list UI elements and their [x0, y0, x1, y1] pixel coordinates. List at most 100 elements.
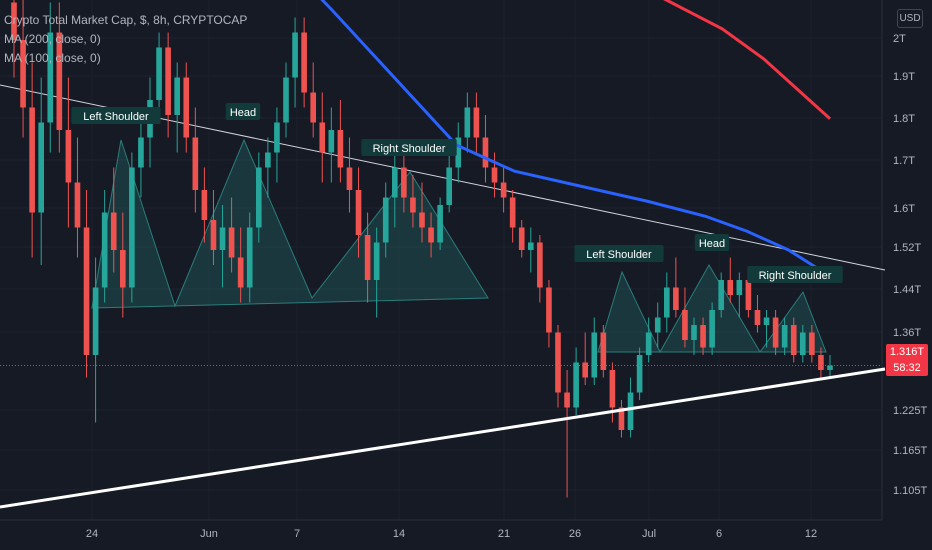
candle-body[interactable] [799, 332, 806, 356]
candle-body[interactable] [673, 287, 679, 311]
currency-label[interactable]: USD [897, 9, 923, 28]
candle-body[interactable] [65, 130, 72, 183]
candle-body[interactable] [600, 332, 607, 371]
candle-body[interactable] [473, 107, 480, 138]
candle-body[interactable] [401, 167, 407, 198]
candle-body[interactable] [509, 197, 516, 228]
candle-body[interactable] [265, 152, 271, 168]
candle-body[interactable] [464, 107, 471, 138]
candle-body[interactable] [255, 167, 262, 228]
candle-body[interactable] [636, 355, 643, 393]
candle-body[interactable] [283, 77, 289, 123]
candle-body[interactable] [718, 280, 725, 310]
pattern-label: Left Shoulder [83, 111, 149, 123]
candle-body[interactable] [546, 287, 552, 333]
candle-body[interactable] [700, 325, 706, 348]
candle-body[interactable] [301, 32, 307, 93]
candle-body[interactable] [482, 137, 489, 168]
candle-body[interactable] [29, 107, 35, 213]
legend-ma100[interactable]: MA (100, close, 0) [4, 51, 101, 65]
candle-body[interactable] [47, 32, 54, 123]
candle-body[interactable] [682, 310, 688, 340]
candle-body[interactable] [491, 167, 498, 183]
candle-body[interactable] [781, 325, 788, 348]
candle-body[interactable] [555, 332, 561, 393]
candle-body[interactable] [437, 205, 443, 243]
candle-body[interactable] [83, 227, 90, 356]
y-tick-label: 1.36T [893, 327, 921, 339]
candle-body[interactable] [364, 235, 371, 280]
candle-body[interactable] [337, 130, 344, 168]
candle-body[interactable] [228, 227, 235, 258]
candle-body[interactable] [455, 137, 462, 168]
candle-body[interactable] [292, 32, 298, 78]
candle-body[interactable] [119, 250, 126, 288]
candle-body[interactable] [618, 407, 625, 431]
candle-body[interactable] [373, 242, 380, 281]
pattern-label-box [694, 234, 730, 251]
candle-body[interactable] [709, 310, 715, 348]
candle-body[interactable] [500, 182, 507, 198]
candle-body[interactable] [663, 287, 670, 318]
candle-body[interactable] [165, 47, 171, 116]
candle-body[interactable] [20, 40, 26, 108]
candle-body[interactable] [790, 325, 797, 355]
candle-body[interactable] [110, 212, 117, 251]
candle-body[interactable] [573, 362, 579, 408]
candle-body[interactable] [355, 190, 362, 235]
candle-body[interactable] [174, 77, 181, 116]
candle-body[interactable] [74, 182, 81, 228]
candle-body[interactable] [827, 365, 833, 371]
candle-body[interactable] [818, 355, 824, 370]
candle-body[interactable] [192, 137, 199, 191]
candle-body[interactable] [219, 227, 226, 251]
candle-body[interactable] [382, 197, 389, 243]
candle-body[interactable] [736, 280, 743, 295]
candle-body[interactable] [56, 32, 63, 131]
candle-body[interactable] [129, 167, 135, 288]
candle-body[interactable] [346, 167, 353, 191]
candle-body[interactable] [691, 325, 697, 340]
candle-body[interactable] [537, 242, 543, 288]
candle-body[interactable] [727, 280, 734, 295]
candle-body[interactable] [745, 280, 752, 310]
candle-body[interactable] [518, 227, 525, 251]
candle-body[interactable] [645, 332, 652, 356]
last-price: 1.316T [889, 346, 925, 358]
candle-body[interactable] [428, 227, 434, 243]
y-tick-label: 2T [893, 33, 906, 45]
candle-body[interactable] [38, 122, 45, 213]
candle-body[interactable] [156, 47, 162, 101]
candle-body[interactable] [391, 167, 398, 198]
candle-body[interactable] [809, 332, 815, 356]
legend-ma200[interactable]: MA (200, close, 0) [4, 32, 101, 46]
candle-body[interactable] [754, 310, 761, 325]
candle-body[interactable] [101, 212, 108, 288]
candle-body[interactable] [564, 392, 570, 408]
candle-body[interactable] [92, 287, 99, 356]
candle-body[interactable] [328, 130, 335, 153]
candle-body[interactable] [246, 227, 253, 288]
candle-body[interactable] [609, 370, 616, 408]
candle-body[interactable] [11, 2, 17, 41]
candle-body[interactable] [410, 197, 416, 213]
candle-body[interactable] [591, 332, 598, 378]
candle-body[interactable] [527, 242, 534, 251]
candle-body[interactable] [183, 77, 190, 138]
candle-body[interactable] [446, 167, 453, 206]
candle-body[interactable] [274, 122, 280, 153]
candle-body[interactable] [772, 317, 779, 348]
candle-body[interactable] [763, 317, 770, 326]
candle-body[interactable] [419, 212, 425, 228]
candle-body[interactable] [237, 257, 244, 288]
candle-body[interactable] [201, 190, 208, 220]
candle-body[interactable] [210, 220, 217, 250]
candle-body[interactable] [582, 362, 589, 378]
candle-body[interactable] [654, 317, 661, 333]
candle-body[interactable] [138, 137, 144, 168]
candle-body[interactable] [627, 392, 634, 431]
pattern-label: Right Shoulder [759, 270, 832, 282]
candle-body[interactable] [319, 122, 326, 153]
candle-body[interactable] [310, 92, 317, 123]
